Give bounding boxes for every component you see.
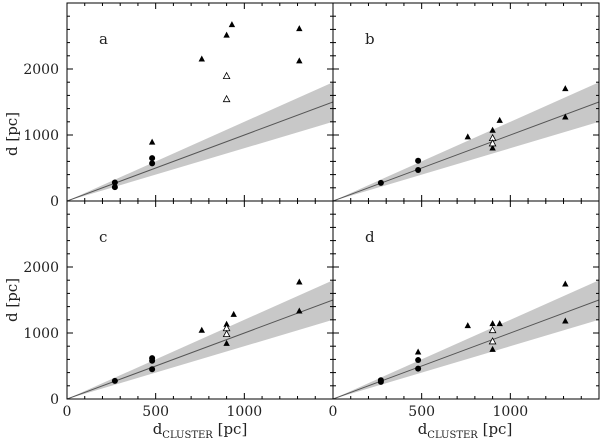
data-point-circle (415, 365, 422, 372)
y-tick-label: 1000 (23, 128, 59, 144)
data-point-triangle (489, 144, 496, 151)
data-point-triangle (562, 317, 569, 324)
data-point-circle (111, 179, 118, 186)
reference-line (333, 101, 599, 201)
data-point-circle (149, 160, 156, 167)
panel-d: d 0 500 1000 (329, 200, 600, 420)
data-point-triangle (496, 320, 503, 327)
data-point-triangle (296, 57, 303, 64)
reference-band (67, 82, 333, 201)
reference-line (67, 299, 333, 399)
x-axis-label-left: dCLUSTER [pc] (153, 420, 248, 439)
data-point-triangle (148, 138, 156, 145)
panel-frame (332, 200, 600, 400)
reference-line (67, 101, 333, 201)
panel-label: a (99, 30, 108, 48)
data-point-circle (149, 366, 156, 373)
panel-label: d (365, 228, 375, 246)
reference-line (333, 299, 599, 399)
y-axis-label-top: d [pc] (3, 112, 21, 156)
y-tick-label: 2000 (23, 62, 59, 78)
data-point-circle (111, 377, 118, 384)
x-axis-label-left-main: d (153, 420, 163, 438)
data-point-triangle (414, 348, 422, 355)
panels-layer: a 0 1000 2000 b c 0 1000 2000 0 500 1000 d 0 500 1000 (23, 2, 600, 420)
panel-label: b (365, 30, 375, 48)
data-point-triangle (296, 25, 303, 32)
data-point-circle (377, 378, 384, 385)
data-point-triangle (223, 31, 230, 38)
axis-titles: d [pc] d [pc] dCLUSTER [pc] dCLUSTER [pc… (3, 112, 512, 439)
panel-label: c (99, 228, 107, 246)
data-point-triangle (296, 307, 303, 314)
panel-d-plot-area (333, 280, 599, 399)
data-point-triangle (489, 345, 496, 352)
data-point-triangle (230, 310, 237, 317)
x-tick-label: 500 (408, 404, 435, 420)
x-axis-label-right: dCLUSTER [pc] (418, 420, 513, 439)
data-point-circle (415, 157, 422, 164)
x-axis-label-right-main: d (418, 420, 428, 438)
x-axis-label-left-sub: CLUSTER (162, 430, 213, 439)
data-point-circle (149, 155, 156, 162)
x-tick-label: 1000 (227, 404, 263, 420)
data-point-triangle (464, 133, 471, 140)
data-point-triangle (562, 85, 569, 92)
data-point-triangle (198, 55, 205, 62)
data-point-circle (415, 166, 422, 173)
panel-c: c 0 1000 2000 0 500 1000 (23, 200, 334, 420)
panel-a-plot-area (67, 21, 333, 201)
y-tick-label: 0 (50, 392, 59, 408)
data-point-triangle (464, 322, 471, 329)
y-tick-label: 1000 (23, 326, 59, 342)
data-point-triangle (489, 320, 496, 327)
y-tick-label: 0 (50, 194, 59, 210)
reference-band (333, 82, 599, 201)
data-point-open-triangle (222, 329, 231, 338)
data-point-triangle (562, 280, 569, 287)
data-point-triangle (223, 339, 230, 346)
y-axis-label-bottom: d [pc] (3, 278, 21, 322)
y-tick-label: 2000 (23, 260, 59, 276)
x-tick-label: 0 (329, 404, 338, 420)
data-point-circle (415, 357, 422, 364)
data-point-open-triangle (488, 337, 497, 345)
x-tick-label: 1000 (493, 404, 529, 420)
data-point-triangle (228, 21, 236, 28)
x-tick-label: 500 (142, 404, 169, 420)
data-point-open-triangle (488, 325, 497, 334)
data-point-triangle (198, 326, 205, 333)
data-point-open-triangle (488, 139, 497, 147)
panel-a: a 0 1000 2000 (23, 2, 334, 210)
data-point-triangle (489, 126, 496, 133)
data-point-open-triangle (222, 71, 231, 79)
reference-band (333, 280, 599, 399)
data-point-triangle (223, 320, 230, 327)
data-point-triangle (562, 113, 569, 120)
x-tick-label: 0 (63, 404, 72, 420)
data-point-circle (111, 184, 118, 191)
data-point-circle (377, 179, 384, 186)
x-axis-label-right-sub: CLUSTER (427, 430, 478, 439)
data-point-open-triangle (222, 94, 231, 103)
x-axis-label-left-unit: [pc] (213, 420, 247, 438)
data-point-triangle (296, 278, 303, 285)
reference-band (67, 280, 333, 399)
data-point-circle (149, 357, 156, 364)
panel-b: b (332, 2, 600, 202)
panel-c-plot-area (67, 278, 333, 399)
data-point-triangle (496, 116, 503, 123)
x-axis-label-right-unit: [pc] (478, 420, 512, 438)
panel-b-plot-area (333, 82, 599, 201)
